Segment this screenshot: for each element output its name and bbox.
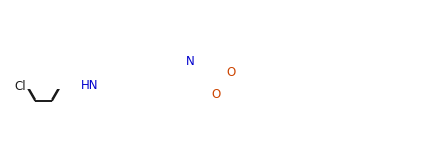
Text: O: O	[226, 66, 235, 79]
Text: Cl: Cl	[15, 80, 26, 93]
Text: O: O	[211, 88, 220, 101]
Text: N: N	[185, 55, 194, 68]
Text: HN: HN	[81, 79, 98, 92]
